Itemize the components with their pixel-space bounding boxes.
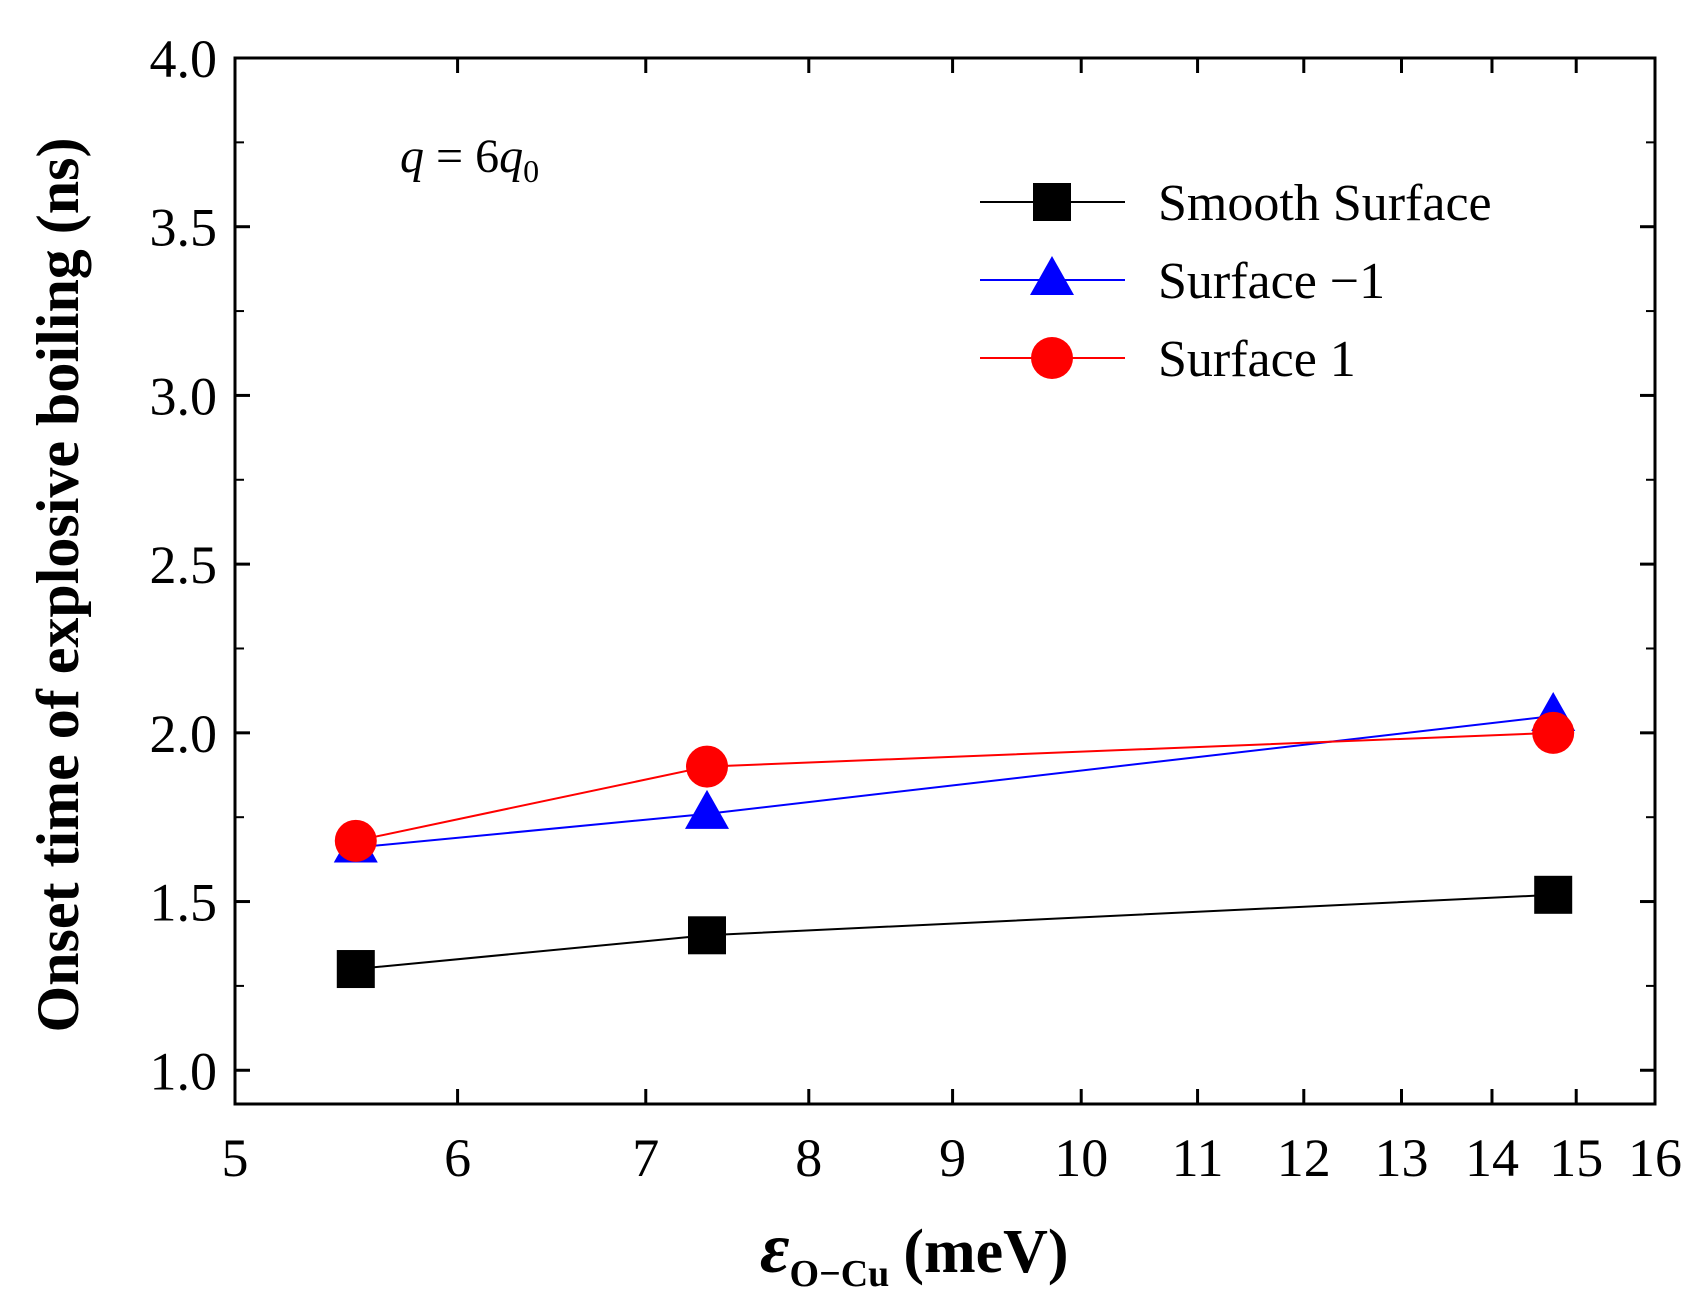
y-tick-label: 4.0	[150, 29, 218, 89]
data-point-surface-1	[685, 745, 728, 788]
x-tick-label: 9	[939, 1128, 966, 1188]
legend-label: Surface −1	[1158, 253, 1385, 310]
legend-marker	[1031, 337, 1073, 379]
data-point-surface-1	[334, 819, 377, 862]
x-tick-label: 10	[1054, 1128, 1108, 1188]
y-tick-label: 3.5	[150, 198, 218, 258]
legend-label: Surface 1	[1158, 331, 1356, 388]
x-tick-label: 16	[1628, 1128, 1682, 1188]
series-line-smooth-surface	[355, 893, 1554, 971]
y-tick-label: 1.0	[150, 1041, 218, 1101]
series-group	[333, 691, 1576, 989]
data-point-surface-1	[684, 789, 729, 829]
legend-label: Smooth Surface	[1158, 175, 1492, 232]
x-tick-label: 12	[1277, 1128, 1331, 1188]
data-point-smooth-surface	[687, 916, 726, 955]
series-line-surface-1	[355, 714, 1554, 849]
x-tick-label: 8	[795, 1128, 822, 1188]
y-tick-label: 1.5	[150, 873, 218, 933]
plot-frame	[233, 56, 1657, 1106]
x-tick-label: 5	[222, 1128, 249, 1188]
legend-marker	[1030, 256, 1074, 295]
x-tick-label: 6	[444, 1128, 471, 1188]
x-tick-label: 13	[1375, 1128, 1429, 1188]
x-tick-label: 11	[1172, 1128, 1224, 1188]
y-axis-title: Onset time of explosive boiling (ns)	[25, 138, 91, 1033]
legend: Smooth Surface Surface −1 Surface 1	[980, 175, 1492, 388]
plot-area	[233, 56, 1657, 1106]
data-point-smooth-surface	[1534, 875, 1573, 914]
y-tick-label: 3.0	[150, 366, 218, 426]
y-tick-label: 2.0	[150, 704, 218, 764]
data-point-smooth-surface	[336, 950, 375, 989]
x-tick-label: 7	[632, 1128, 659, 1188]
y-tick-label: 2.5	[150, 535, 218, 595]
series-line-surface-1	[355, 731, 1554, 842]
x-tick-label: 14	[1465, 1128, 1519, 1188]
x-tick-label: 15	[1549, 1128, 1603, 1188]
axis-ticks: 5 6 7 8 9 10 11 12 13 14 15 16 1.0 1.5 2.0 2.5 3.0 3.5 4.0	[150, 29, 1683, 1188]
annotation-text: q = 6q0	[400, 130, 539, 189]
x-axis-title: εO−Cu (meV)	[760, 1208, 1069, 1295]
data-point-surface-1	[1532, 711, 1575, 754]
legend-marker	[1033, 183, 1071, 221]
